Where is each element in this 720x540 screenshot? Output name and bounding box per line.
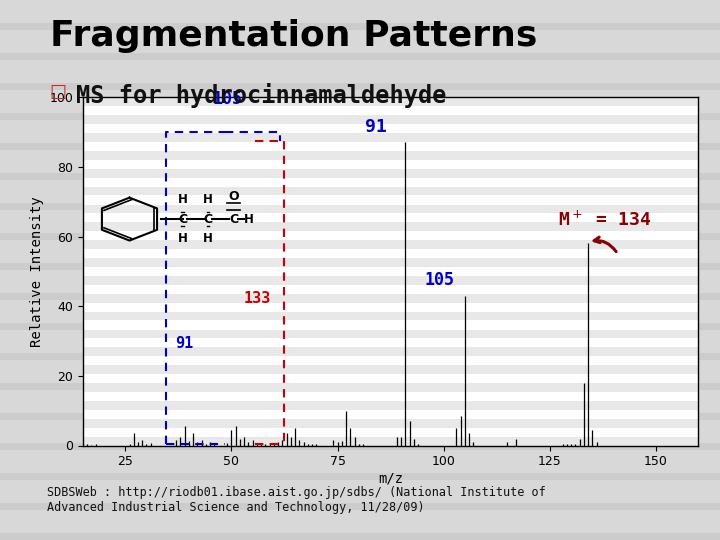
Text: 133: 133 (243, 291, 271, 306)
Bar (83, 312, 698, 320)
Bar (83, 366, 698, 374)
Bar (83, 187, 698, 195)
Bar (0, 307, 720, 315)
Bar (83, 231, 698, 240)
Bar (0, 353, 720, 360)
Bar (0, 322, 720, 330)
X-axis label: m/z: m/z (378, 471, 403, 485)
Bar (83, 437, 698, 445)
Bar (0, 503, 720, 510)
Bar (0, 127, 720, 135)
Bar (83, 195, 698, 204)
Bar (0, 8, 720, 15)
Bar (0, 68, 720, 75)
Bar (83, 428, 698, 436)
Bar (83, 294, 698, 302)
Bar (83, 240, 698, 249)
Text: 91: 91 (176, 336, 194, 352)
Bar (83, 115, 698, 124)
Bar (0, 442, 720, 450)
Bar (0, 247, 720, 255)
Bar (83, 97, 698, 106)
Bar (0, 428, 720, 435)
Bar (83, 419, 698, 428)
Bar (0, 158, 720, 165)
Bar (83, 339, 698, 347)
Bar (0, 457, 720, 465)
Bar (83, 205, 698, 213)
Text: M$^+$ = 134: M$^+$ = 134 (559, 210, 652, 230)
Text: □: □ (49, 83, 66, 100)
Bar (0, 488, 720, 495)
Bar (0, 172, 720, 180)
Bar (0, 187, 720, 195)
Bar (0, 338, 720, 345)
Text: H: H (178, 232, 187, 245)
Bar (83, 142, 698, 151)
Bar (0, 98, 720, 105)
Text: H: H (203, 232, 213, 245)
Bar (0, 202, 720, 210)
Text: 105: 105 (212, 90, 242, 107)
Bar (83, 276, 698, 285)
Bar (83, 410, 698, 418)
Bar (0, 143, 720, 150)
Bar (83, 401, 698, 410)
Text: C: C (229, 213, 238, 226)
Bar (0, 37, 720, 45)
Text: 91: 91 (365, 118, 387, 136)
Bar (0, 293, 720, 300)
Bar (0, 413, 720, 420)
Bar (0, 532, 720, 540)
Text: H: H (178, 193, 187, 206)
Bar (83, 106, 698, 115)
Bar (0, 112, 720, 120)
Bar (83, 321, 698, 329)
Bar (83, 160, 698, 168)
Bar (83, 213, 698, 222)
Bar (0, 23, 720, 30)
Bar (0, 397, 720, 405)
Bar (83, 151, 698, 160)
Text: C: C (204, 213, 212, 226)
Bar (83, 374, 698, 383)
Bar (83, 356, 698, 365)
Text: SDBSWeb : http://riodb01.ibase.aist.go.jp/sdbs/ (National Institute of
Advanced : SDBSWeb : http://riodb01.ibase.aist.go.j… (47, 486, 546, 514)
Text: H: H (243, 213, 253, 226)
Bar (83, 178, 698, 186)
Bar (83, 124, 698, 133)
Bar (83, 392, 698, 401)
Bar (83, 222, 698, 231)
Text: H: H (203, 193, 213, 206)
Bar (83, 249, 698, 258)
Bar (83, 267, 698, 276)
Bar (0, 517, 720, 525)
Text: MS for hydrocinnamaldehyde: MS for hydrocinnamaldehyde (76, 83, 446, 107)
Text: Fragmentation Patterns: Fragmentation Patterns (50, 19, 538, 53)
Bar (83, 89, 698, 97)
Bar (0, 233, 720, 240)
Bar (83, 383, 698, 392)
Text: 105: 105 (424, 271, 454, 289)
Bar (0, 278, 720, 285)
Bar (0, 472, 720, 480)
Text: O: O (228, 190, 239, 203)
Text: C: C (178, 213, 187, 226)
Bar (0, 382, 720, 390)
Y-axis label: Relative Intensity: Relative Intensity (30, 196, 44, 347)
Bar (83, 329, 698, 339)
Bar (83, 169, 698, 178)
Bar (83, 347, 698, 356)
Bar (0, 368, 720, 375)
Bar (0, 83, 720, 90)
Bar (0, 262, 720, 270)
Bar (83, 303, 698, 312)
Bar (0, 218, 720, 225)
Bar (83, 258, 698, 267)
Bar (0, 52, 720, 60)
Bar (83, 285, 698, 294)
Bar (83, 133, 698, 142)
